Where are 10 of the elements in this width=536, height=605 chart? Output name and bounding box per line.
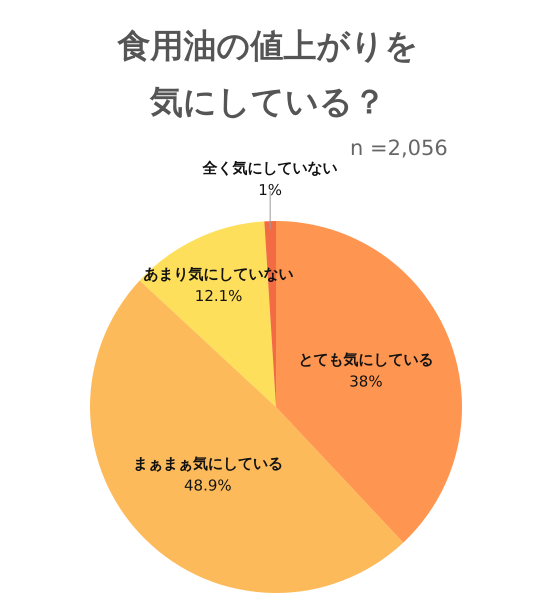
data-label: 38%: [349, 372, 383, 390]
slice-label: 全く気にしていない: [202, 158, 338, 177]
slice-label: まぁまぁ気にしている: [132, 454, 283, 472]
data-label: 12.1%: [194, 286, 242, 305]
data-label: 48.9%: [184, 476, 232, 494]
text: n =2,056: [350, 136, 448, 160]
slice-label: とても気にしている: [298, 350, 434, 368]
slice-label: あまり気にしていない: [144, 264, 294, 283]
data-label: 1%: [258, 180, 282, 199]
chart-title: 食用油の値上がりを気にしている？: [116, 25, 420, 123]
